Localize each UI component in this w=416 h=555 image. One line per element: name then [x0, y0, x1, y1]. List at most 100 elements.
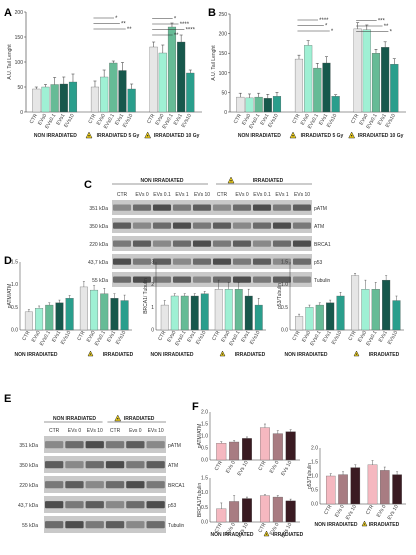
blot-band — [153, 222, 171, 229]
x-tick-label: EVs10 — [115, 330, 128, 346]
x-tick-label: EVs0.1 — [365, 330, 378, 347]
radiation-warning-icon — [348, 131, 356, 139]
bar — [350, 467, 361, 505]
protein-label: p53 — [314, 260, 323, 266]
bar — [338, 474, 348, 505]
lane-label: CTR — [49, 428, 60, 434]
x-tick-label: EVs 10 — [345, 504, 358, 521]
y-axis-label: A.U. Tail Lenght — [211, 45, 217, 81]
significance-stars: ** — [174, 33, 179, 39]
kda-label: 43,7 kDa — [18, 503, 38, 509]
footer-irradiated: IRRADIATED — [235, 352, 266, 358]
blot-band — [85, 481, 104, 489]
bar — [158, 52, 167, 113]
x-tick-label: EVs0 — [358, 113, 369, 127]
bar — [380, 470, 390, 505]
x-tick-label: EVs10 — [249, 330, 262, 346]
bar — [272, 433, 283, 461]
protein-label: BRCA1 — [168, 483, 185, 489]
bar — [24, 311, 33, 331]
blot-header-irradiated: IRRADIATED — [124, 416, 155, 422]
y-tick-label: 200 — [219, 32, 228, 38]
bar — [362, 29, 371, 113]
footer-irradiated: IRRADIATED — [273, 532, 304, 538]
x-tick-label: EVs1 — [106, 330, 117, 344]
x-tick-label: EVs1 — [114, 113, 125, 127]
y-tick-label: 0.5 — [311, 488, 318, 494]
blot-band — [85, 441, 104, 449]
y-axis-label: BRCA1/Tubulin — [197, 483, 203, 517]
blot-band — [173, 240, 191, 247]
significance-stars: * — [174, 17, 177, 23]
y-tick-label: 150 — [219, 51, 228, 57]
blot-band — [253, 258, 271, 265]
x-tick-label: EVs 0 — [269, 460, 281, 475]
y-tick-label: 0 — [20, 110, 23, 116]
x-tick-label: EVs1 — [378, 330, 389, 344]
kda-label: 351 kDa — [89, 206, 108, 212]
bar — [79, 286, 88, 331]
bar — [236, 96, 245, 113]
lane-label: EVs 0 — [68, 428, 82, 434]
bar — [241, 498, 252, 523]
radiation-warning-icon — [219, 350, 226, 357]
bar — [254, 96, 263, 113]
bar — [186, 72, 195, 113]
blot-band — [65, 481, 84, 489]
bar — [35, 308, 44, 331]
x-tick-label: EVs0 — [154, 113, 165, 127]
x-tick-label: EVs10 — [60, 330, 73, 346]
x-tick-label: EVs0 — [96, 113, 107, 127]
radiation-warning-icon — [114, 414, 122, 422]
blot-strip — [112, 200, 312, 215]
x-tick-label: CTR — [323, 504, 334, 516]
y-tick-label: 0.0 — [11, 328, 18, 334]
bar — [392, 300, 401, 331]
x-tick-label: CTR — [146, 113, 157, 125]
x-tick-label: EVs10 — [387, 330, 400, 346]
y-axis-label: BRCA1/ Tubulin — [143, 278, 149, 314]
footer-non-irradiated: NON IRRADIATED — [285, 352, 328, 358]
bar — [167, 26, 177, 113]
y-tick-label: 1.5 — [281, 260, 288, 266]
bar — [32, 88, 41, 113]
bar — [160, 304, 169, 331]
lane-label: EVs 0 — [235, 192, 249, 198]
blot-band — [293, 240, 311, 247]
blot-band — [213, 276, 231, 283]
y-tick-label: 1.0 — [281, 282, 288, 288]
x-tick-label: EVs0 — [86, 330, 97, 344]
radiation-warning-icon-dot — [221, 353, 224, 355]
y-tick-label: 2.0 — [201, 410, 208, 416]
blot-strip — [112, 218, 312, 233]
x-tick-label: EVs10 — [331, 330, 344, 346]
protein-label: ATM — [168, 463, 178, 469]
x-tick-label: EVs0.1 — [309, 330, 322, 347]
bar — [272, 96, 282, 113]
blot-band — [253, 240, 271, 247]
bar — [127, 88, 136, 113]
bar — [65, 298, 74, 331]
y-tick-label: 50 — [221, 90, 227, 96]
y-axis-label: pATM/ATM — [7, 284, 13, 309]
bar — [315, 304, 324, 331]
blot-band — [233, 240, 251, 247]
radiation-warning-icon — [353, 350, 360, 357]
radiation-warning-icon — [289, 131, 297, 139]
blot-band — [65, 501, 84, 509]
radiation-warning-icon — [144, 131, 152, 139]
x-tick-label: EVs10 — [195, 330, 208, 346]
x-tick-label: EVs 0 — [269, 522, 281, 537]
x-tick-label: CTR — [157, 330, 168, 342]
lane-label: EVs 0 — [135, 192, 149, 198]
blot-band — [105, 481, 125, 489]
x-tick-label: EVs0 — [37, 113, 48, 127]
blot-band — [45, 521, 64, 529]
x-tick-label: CTR — [211, 330, 222, 342]
kda-label: 351 kDa — [19, 443, 38, 449]
x-tick-label: EVs1 — [173, 113, 184, 127]
blot-band — [45, 441, 64, 449]
